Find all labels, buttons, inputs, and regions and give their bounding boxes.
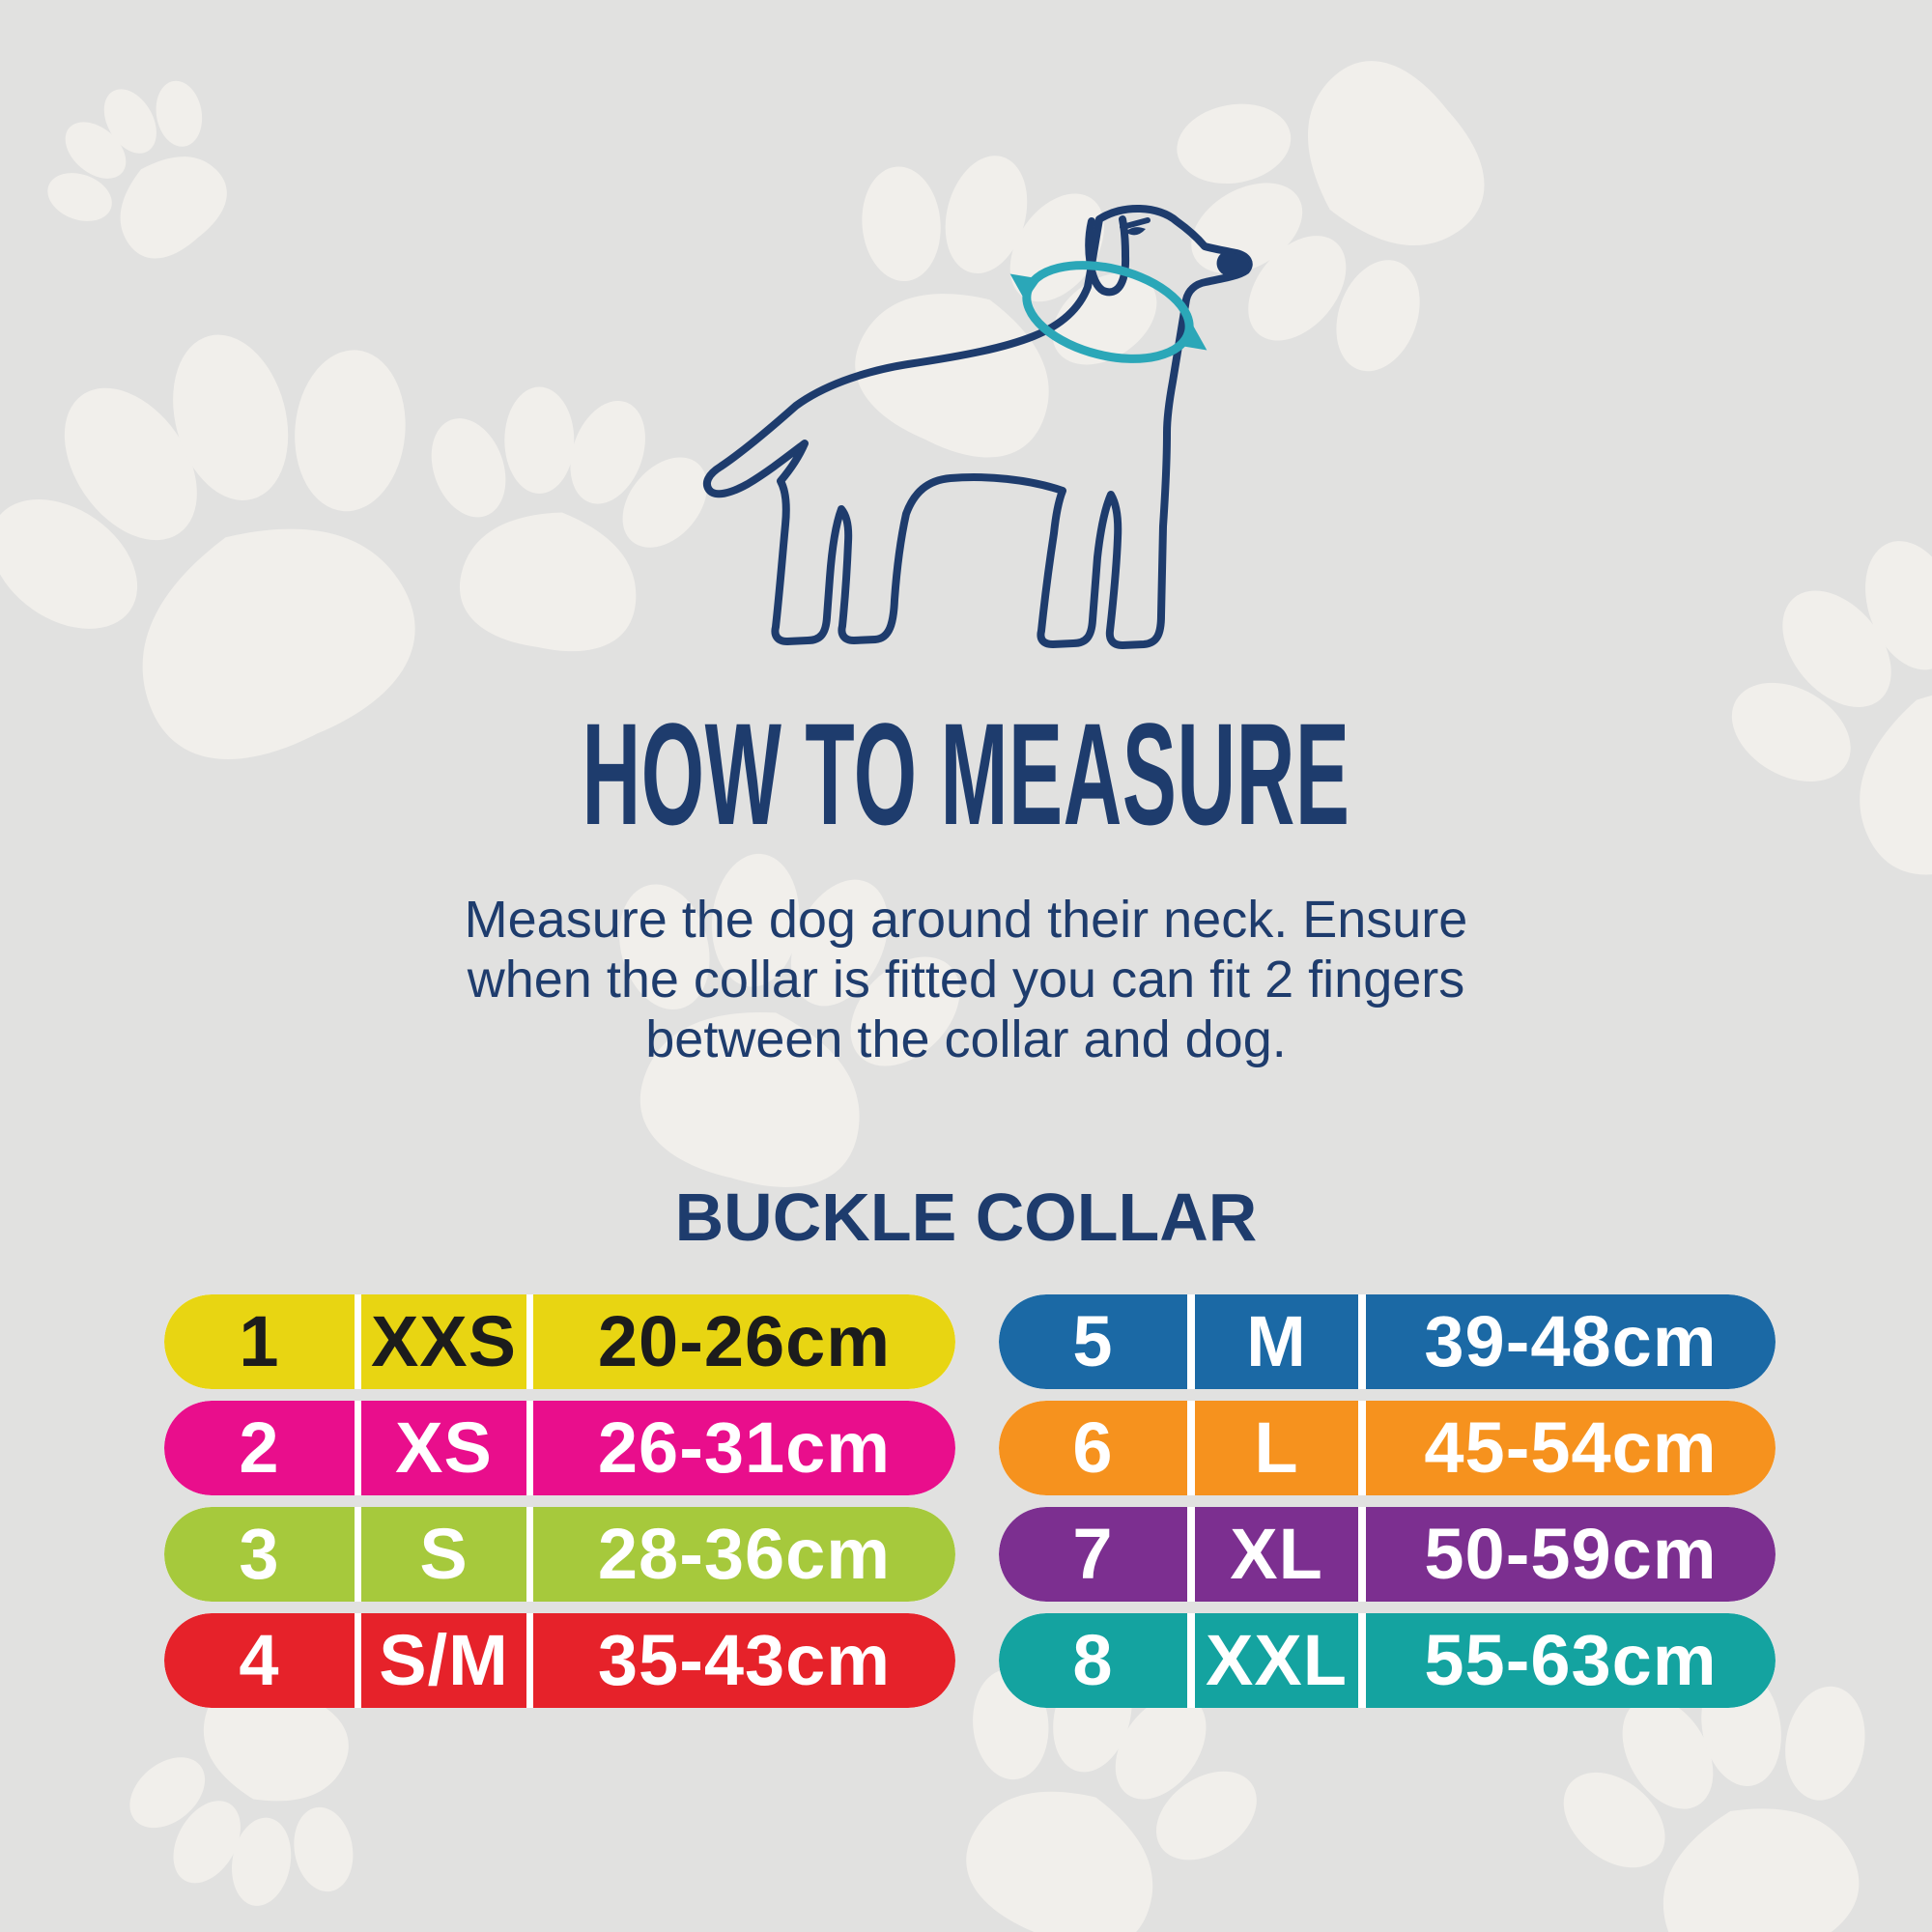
instruction-line: between the collar and dog.	[645, 1010, 1287, 1068]
size-range-cell: 45-54cm	[1366, 1401, 1776, 1495]
size-number-cell: 5	[999, 1294, 1187, 1389]
size-row: 4 S/M 35-43cm	[164, 1613, 955, 1708]
dog-eye	[1125, 227, 1146, 236]
size-number-cell: 8	[999, 1613, 1187, 1708]
size-number-cell: 7	[999, 1507, 1187, 1602]
instruction-line: Measure the dog around their neck. Ensur…	[464, 891, 1468, 949]
size-range-cell: 39-48cm	[1366, 1294, 1776, 1389]
size-label-cell: XXL	[1195, 1613, 1358, 1708]
size-range-cell: 50-59cm	[1366, 1507, 1776, 1602]
size-label-cell: L	[1195, 1401, 1358, 1495]
size-table-right: 5 M 39-48cm 6 L 45-54cm 7 XL 50-59cm 8 XXL 55-63cm	[999, 1294, 1776, 1719]
size-number-cell: 4	[164, 1613, 355, 1708]
size-range-cell: 35-43cm	[533, 1613, 955, 1708]
size-row: 2 XS 26-31cm	[164, 1401, 955, 1495]
size-row: 6 L 45-54cm	[999, 1401, 1776, 1495]
size-row: 1 XXS 20-26cm	[164, 1294, 955, 1389]
size-range-cell: 26-31cm	[533, 1401, 955, 1495]
size-number-cell: 1	[164, 1294, 355, 1389]
size-number-cell: 6	[999, 1401, 1187, 1495]
size-label-cell: S/M	[361, 1613, 526, 1708]
size-row: 3 S 28-36cm	[164, 1507, 955, 1602]
measure-instructions: Measure the dog around their neck. Ensur…	[0, 890, 1932, 1069]
size-range-cell: 55-63cm	[1366, 1613, 1776, 1708]
paw-print-icon	[384, 361, 737, 675]
size-number-cell: 2	[164, 1401, 355, 1495]
size-label-cell: XS	[361, 1401, 526, 1495]
dog-brow	[1120, 217, 1151, 230]
size-row: 7 XL 50-59cm	[999, 1507, 1776, 1602]
dog-ear	[1085, 215, 1130, 297]
size-label-cell: XXS	[361, 1294, 526, 1389]
size-label-cell: M	[1195, 1294, 1358, 1389]
dog-nose	[1216, 252, 1250, 277]
paw-print-icon	[11, 42, 276, 302]
size-range-cell: 20-26cm	[533, 1294, 955, 1389]
dog-collar-measure-icon	[1009, 261, 1208, 363]
dog-illustration	[686, 198, 1265, 671]
size-row: 5 M 39-48cm	[999, 1294, 1776, 1389]
size-table-left: 1 XXS 20-26cm 2 XS 26-31cm 3 S 28-36cm 4 S/M 35-43c…	[164, 1294, 955, 1719]
size-range-cell: 28-36cm	[533, 1507, 955, 1602]
page-title: HOW TO MEASURE	[582, 693, 1350, 855]
size-label-cell: S	[361, 1507, 526, 1602]
dog-outline	[702, 205, 1253, 649]
size-row: 8 XXL 55-63cm	[999, 1613, 1776, 1708]
paw-print-icon	[1669, 467, 1932, 946]
section-heading: BUCKLE COLLAR	[674, 1179, 1258, 1255]
instruction-line: when the collar is fitted you can fit 2 …	[467, 951, 1465, 1009]
size-number-cell: 3	[164, 1507, 355, 1602]
size-label-cell: XL	[1195, 1507, 1358, 1602]
